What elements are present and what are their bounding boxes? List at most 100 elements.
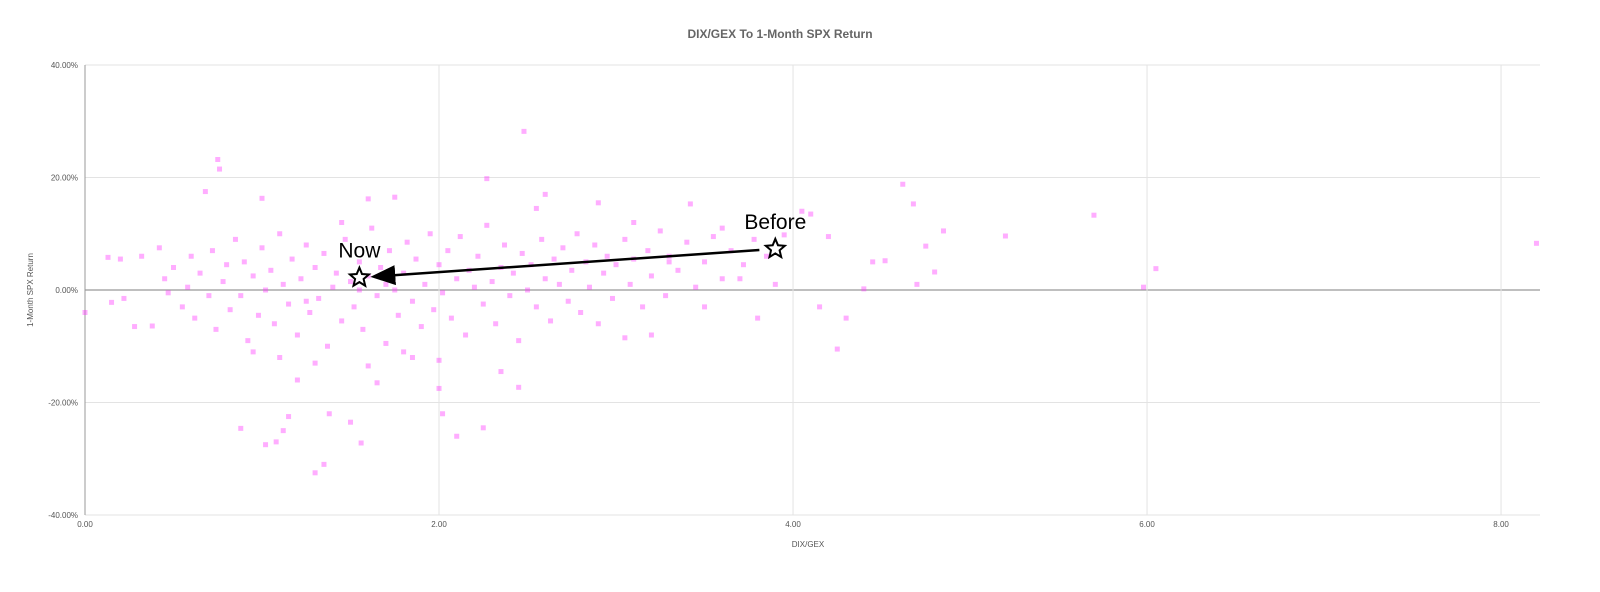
point <box>325 343 330 349</box>
point <box>675 267 681 273</box>
point <box>358 440 364 446</box>
point <box>224 262 230 268</box>
x-tick-label: 4.00 <box>785 520 801 529</box>
point <box>202 189 208 195</box>
point <box>213 326 219 332</box>
point <box>440 411 446 417</box>
point <box>737 276 743 282</box>
point <box>171 265 177 270</box>
point <box>817 304 823 310</box>
point <box>489 279 495 285</box>
point <box>548 318 554 324</box>
point <box>427 231 433 237</box>
point <box>286 301 292 307</box>
points <box>82 128 1539 476</box>
point <box>109 299 115 305</box>
annotation-label: Before <box>744 211 806 234</box>
point <box>631 220 637 225</box>
point <box>241 259 247 265</box>
point <box>463 332 469 338</box>
point <box>348 279 354 285</box>
point <box>220 279 226 285</box>
point <box>521 128 527 134</box>
point <box>763 253 769 259</box>
point <box>910 201 916 207</box>
y-tick-label: -40.00% <box>48 511 78 520</box>
point <box>454 433 460 439</box>
point <box>307 310 313 315</box>
point <box>595 321 601 327</box>
point <box>156 245 162 251</box>
point <box>303 242 309 248</box>
point <box>882 258 888 264</box>
point <box>592 242 598 248</box>
point <box>648 273 654 279</box>
point <box>149 323 155 329</box>
point <box>294 377 300 383</box>
point <box>510 270 516 276</box>
point <box>404 239 410 245</box>
point <box>772 281 778 287</box>
point <box>365 196 371 202</box>
point <box>294 332 300 338</box>
point <box>303 298 309 304</box>
point <box>484 222 490 228</box>
annotation-label: Now <box>338 240 381 263</box>
point <box>179 304 185 310</box>
point <box>565 298 571 304</box>
point <box>627 281 633 287</box>
y-tick-label: -20.00% <box>48 399 78 408</box>
point <box>121 295 127 301</box>
point <box>932 269 938 275</box>
point <box>436 385 442 391</box>
point <box>645 248 651 254</box>
point <box>719 225 725 231</box>
point <box>356 259 362 265</box>
point <box>192 315 198 321</box>
point <box>342 236 348 242</box>
point <box>401 349 407 355</box>
point <box>409 355 415 360</box>
point <box>586 284 592 290</box>
point <box>493 321 499 327</box>
point <box>604 253 610 259</box>
point <box>751 236 757 242</box>
point <box>539 236 545 242</box>
point <box>280 281 286 287</box>
point <box>395 312 401 318</box>
point <box>277 231 283 237</box>
point <box>273 439 279 445</box>
point <box>321 461 327 467</box>
point <box>457 234 463 240</box>
point <box>197 270 203 276</box>
point <box>609 295 615 301</box>
point <box>312 360 318 366</box>
point <box>542 191 548 197</box>
point <box>277 355 283 360</box>
point <box>105 254 111 260</box>
point <box>238 425 244 431</box>
point <box>648 332 654 338</box>
point <box>551 256 557 262</box>
x-tick-label: 6.00 <box>1139 520 1155 529</box>
point <box>1002 233 1008 239</box>
point <box>940 228 946 234</box>
point <box>861 286 867 292</box>
point <box>280 428 286 434</box>
point <box>740 262 746 268</box>
point <box>702 304 708 310</box>
y-tick-label: 20.00% <box>51 174 78 183</box>
point <box>185 284 191 290</box>
point <box>436 262 442 268</box>
point <box>271 321 277 327</box>
point <box>321 250 327 256</box>
point <box>392 194 398 200</box>
point <box>339 220 345 225</box>
point <box>268 267 274 273</box>
point <box>356 287 362 293</box>
point <box>843 315 849 321</box>
point <box>560 245 566 251</box>
point <box>162 276 168 282</box>
point <box>595 200 601 206</box>
